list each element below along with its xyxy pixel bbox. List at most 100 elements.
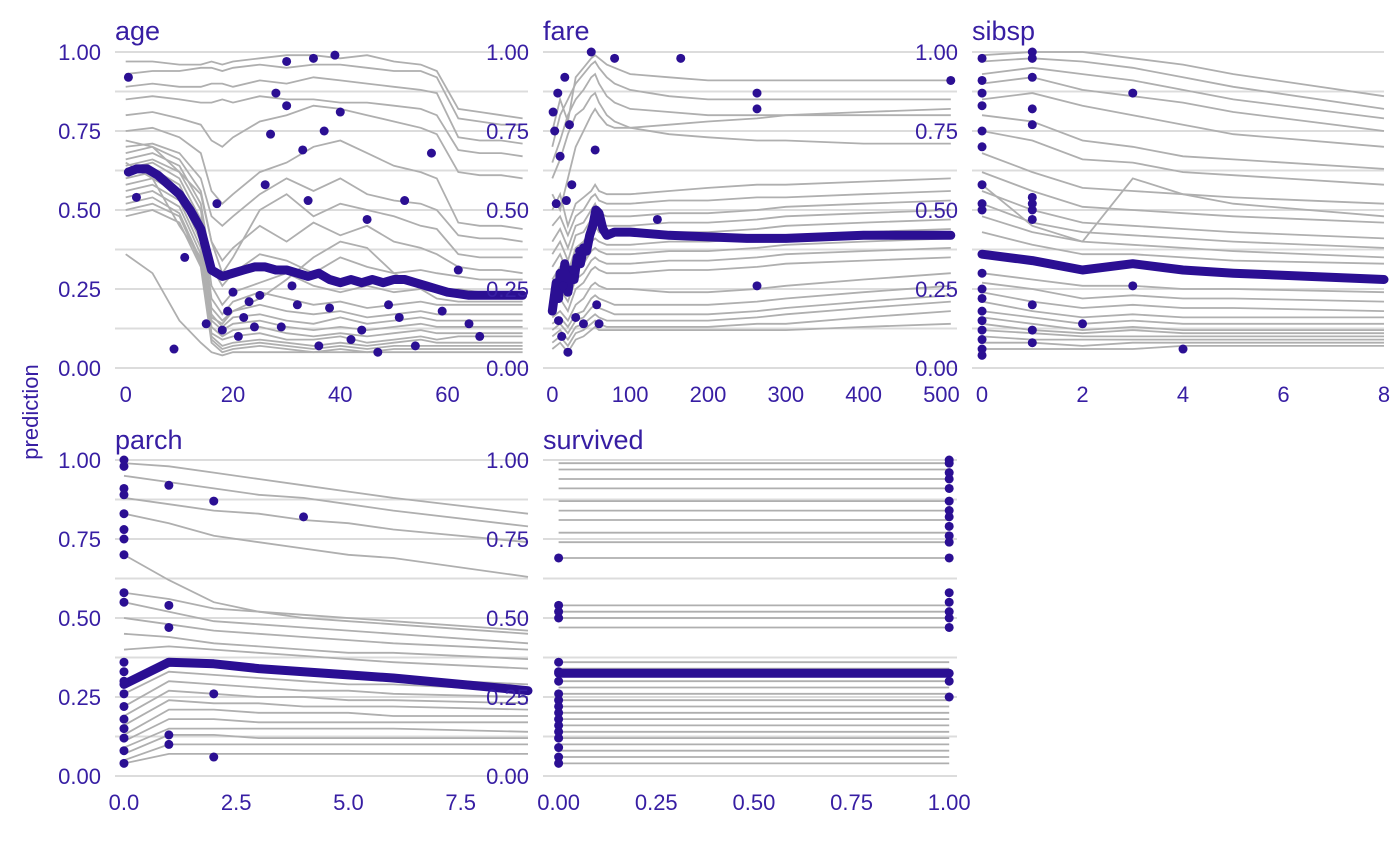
panel-title-sibsp: sibsp xyxy=(972,16,1035,46)
panel-title-parch: parch xyxy=(115,425,183,455)
observation-point xyxy=(554,714,564,724)
ice-line xyxy=(125,190,523,344)
y-tick-label: 0.50 xyxy=(58,606,101,631)
observation-point xyxy=(1128,88,1138,98)
observation-point xyxy=(119,509,129,519)
observation-point xyxy=(164,730,174,740)
observation-point xyxy=(119,588,129,598)
ice-line xyxy=(981,310,1384,325)
y-tick-label: 0.75 xyxy=(58,527,101,552)
observation-point xyxy=(944,468,954,478)
ice-line xyxy=(125,104,523,180)
observation-point xyxy=(119,676,129,686)
panel-survived: survived 0.00 0.25 0.50 0.75 1.00 0.00 0.25 0.50… xyxy=(486,425,970,815)
observation-point xyxy=(303,196,313,206)
observation-point xyxy=(561,196,571,206)
observation-point xyxy=(554,316,564,326)
ice-line xyxy=(981,92,1385,148)
x-tick-label: 6 xyxy=(1277,382,1289,407)
observation-point xyxy=(299,512,309,522)
ice-line xyxy=(123,512,529,578)
observation-point xyxy=(555,151,565,161)
observation-point xyxy=(119,597,129,607)
observation-point xyxy=(977,306,987,316)
observation-point xyxy=(610,53,620,63)
profile-line xyxy=(123,164,528,300)
observation-point xyxy=(426,148,436,158)
ice-line xyxy=(981,231,1385,265)
observation-point xyxy=(944,692,954,702)
observation-point xyxy=(180,252,190,262)
ice-line xyxy=(981,130,1385,186)
observation-point xyxy=(325,303,335,313)
observation-point xyxy=(977,284,987,294)
observation-point xyxy=(550,126,560,136)
observation-point xyxy=(944,607,954,617)
observation-point xyxy=(977,53,987,63)
y-tick-label: 0.25 xyxy=(915,277,958,302)
ice-line xyxy=(981,190,1385,240)
observation-point xyxy=(239,312,249,322)
observation-point xyxy=(944,676,954,686)
observation-point xyxy=(1027,338,1037,348)
ice-line xyxy=(125,76,523,145)
observation-point xyxy=(119,724,129,734)
panel-title-fare: fare xyxy=(543,16,590,46)
observation-point xyxy=(977,350,987,360)
observation-point xyxy=(752,88,762,98)
observation-point xyxy=(554,600,564,610)
ice-line xyxy=(125,139,523,276)
x-tick-label: 2.5 xyxy=(221,790,252,815)
ice-line xyxy=(981,152,1385,205)
observation-point xyxy=(944,512,954,522)
x-tick-label: 0.75 xyxy=(830,790,873,815)
observation-point xyxy=(119,490,129,500)
observation-point xyxy=(276,322,286,332)
observation-point xyxy=(944,553,954,563)
x-tick-label: 0 xyxy=(976,382,988,407)
observation-point xyxy=(233,331,243,341)
ice-line xyxy=(123,670,529,695)
observation-point xyxy=(586,47,596,57)
ice-line xyxy=(123,462,529,515)
panel-title-age: age xyxy=(115,16,160,46)
observation-point xyxy=(554,727,564,737)
observation-point xyxy=(551,199,561,209)
observation-point xyxy=(292,300,302,310)
observation-point xyxy=(453,265,463,275)
y-tick-label: 0.25 xyxy=(486,685,529,710)
ice-line xyxy=(123,601,529,645)
ice-line xyxy=(981,215,1385,259)
observation-point xyxy=(119,550,129,560)
observation-point xyxy=(944,521,954,531)
x-tick-label: 5.0 xyxy=(333,790,364,815)
observation-point xyxy=(282,101,292,111)
y-tick-label: 0.50 xyxy=(58,198,101,223)
observation-point xyxy=(944,506,954,516)
observation-point xyxy=(119,733,129,743)
ice-line xyxy=(551,177,951,229)
observation-point xyxy=(944,588,954,598)
ice-line xyxy=(981,300,1384,319)
observation-point xyxy=(554,553,564,563)
ice-line xyxy=(551,218,951,276)
y-tick-label: 0.00 xyxy=(486,356,529,381)
observation-point xyxy=(266,129,276,139)
observation-point xyxy=(554,689,564,699)
observation-point xyxy=(554,752,564,762)
panel-title-survived: survived xyxy=(543,425,644,455)
x-tick-label: 0.0 xyxy=(109,790,140,815)
observation-point xyxy=(164,622,174,632)
x-tick-label: 7.5 xyxy=(445,790,476,815)
observation-point xyxy=(977,344,987,354)
observation-point xyxy=(578,319,588,329)
observation-point xyxy=(554,607,564,617)
observation-point xyxy=(1027,53,1037,63)
observation-point xyxy=(475,331,485,341)
ice-line xyxy=(981,66,1385,120)
observation-point xyxy=(944,537,954,547)
observation-point xyxy=(330,50,340,60)
ice-line xyxy=(551,272,951,323)
ice-line xyxy=(123,591,529,632)
